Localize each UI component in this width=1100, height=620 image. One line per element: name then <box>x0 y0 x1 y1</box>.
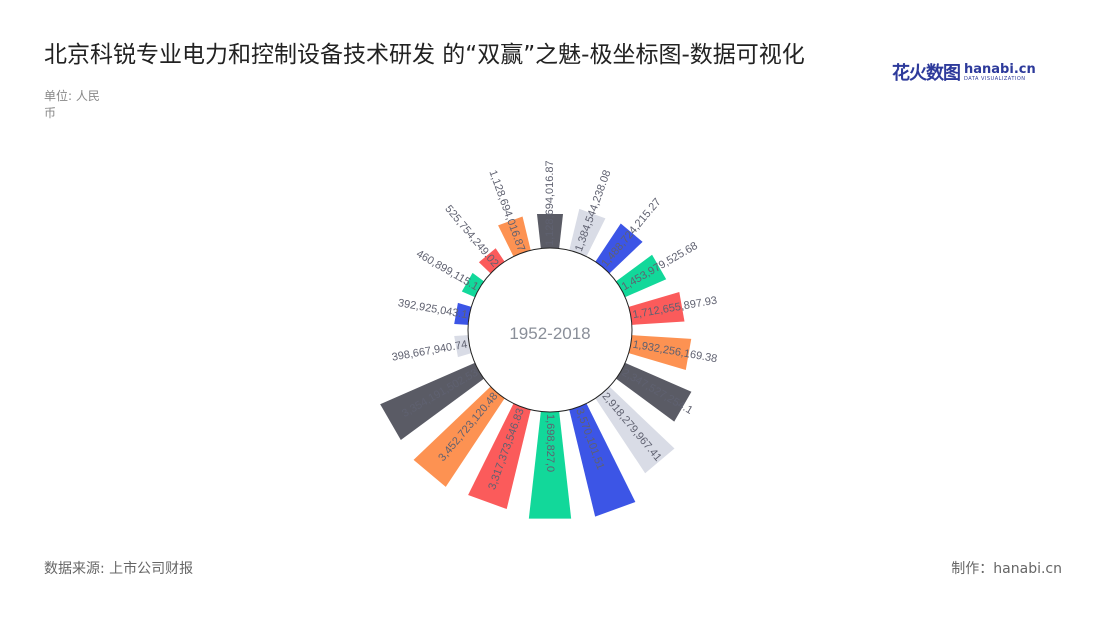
polar-bar[interactable] <box>413 383 507 487</box>
credit-text: 制作：hanabi.cn <box>951 561 1062 577</box>
data-label: 398,667,940.74 <box>391 339 468 364</box>
polar-bar[interactable] <box>536 213 564 253</box>
polar-bar[interactable] <box>568 208 606 261</box>
bar-group <box>380 208 692 519</box>
polar-bar[interactable] <box>468 399 532 510</box>
logo-text-en: hanabi.cn DATA VISUALIZATION <box>964 63 1036 82</box>
brand-logo[interactable]: 花火数图 hanabi.cn DATA VISUALIZATION <box>892 60 1036 85</box>
polar-bar[interactable] <box>380 361 488 440</box>
logo-text-cn: 花火数图 <box>892 63 961 84</box>
center-label: 1952-2018 <box>509 324 590 343</box>
polar-bar[interactable] <box>568 399 636 517</box>
polar-bar[interactable] <box>624 334 692 370</box>
polar-bar[interactable] <box>624 291 685 326</box>
polar-bar[interactable] <box>612 361 692 422</box>
data-label: 460,899,115.1 <box>414 248 480 293</box>
polar-bar[interactable] <box>528 407 572 519</box>
data-label: 392,925,043.1 <box>397 297 468 321</box>
data-label: 1,698,827,0 <box>544 414 556 472</box>
polar-bar[interactable] <box>498 216 532 261</box>
data-label: 525,754,249.02 <box>442 203 500 269</box>
logo-domain: hanabi.cn <box>964 61 1036 77</box>
data-source: 数据来源: 上市公司财报 <box>44 561 194 577</box>
polar-bar[interactable] <box>612 254 667 299</box>
center-circle <box>467 247 633 413</box>
polar-bar[interactable] <box>593 383 675 474</box>
data-label: 1,128,694,016.87 <box>544 160 556 246</box>
logo-tagline: DATA VISUALIZATION <box>964 75 1026 82</box>
polar-bar[interactable] <box>593 223 643 277</box>
chart-title: 北京科锐专业电力和控制设备技术研发 的“双赢”之魅-极坐标图-数据可视化 <box>44 42 805 68</box>
unit-label: 单位: 人民币 <box>44 89 100 120</box>
